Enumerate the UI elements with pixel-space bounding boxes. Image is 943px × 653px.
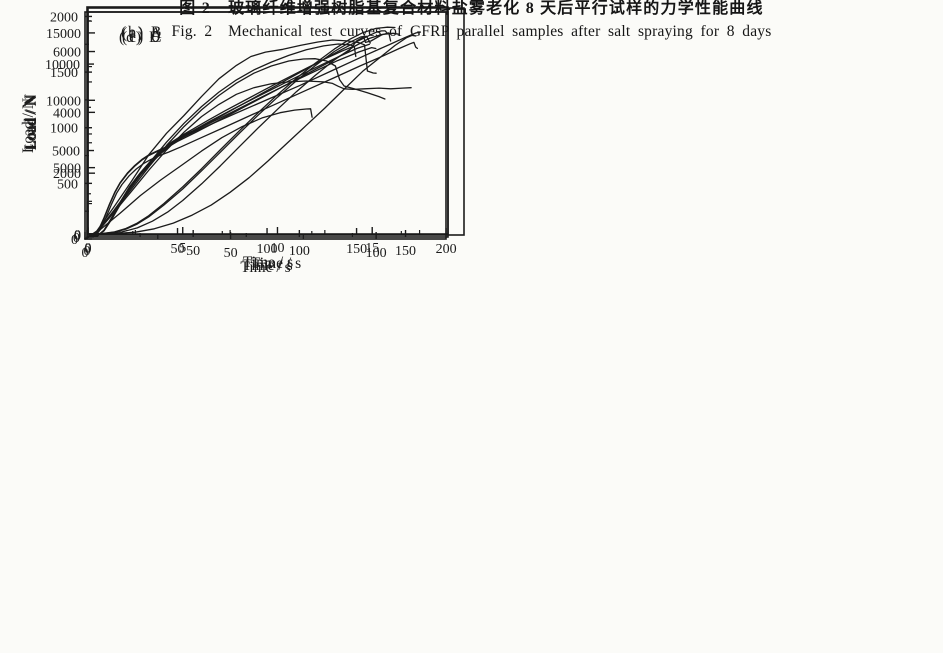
y-tick-label: 5000 [53, 162, 81, 177]
x-tick-label: 100 [289, 244, 310, 259]
y-tick-label: 0 [74, 229, 81, 244]
x-tick-label: 10 [270, 241, 284, 256]
curve-specimen-4 [87, 34, 417, 235]
caption-english: Fig. 2 Mechanical test curves of GFRP pa… [171, 23, 772, 41]
curve-specimen-3 [87, 32, 400, 235]
y-tick-label: 0 [74, 228, 81, 243]
x-axis-title: Time / s [240, 259, 290, 276]
x-axis-title: Time / s [251, 255, 301, 272]
y-tick-label: 0 [73, 231, 80, 246]
x-axis-title: Time / s [243, 254, 293, 271]
y-tick-label: 1500 [50, 66, 78, 81]
y-tick-label: 5000 [52, 145, 80, 160]
x-axis-title: Time / s [242, 257, 292, 274]
x-tick-label: 5 [179, 241, 186, 256]
y-tick-label: 4000 [53, 106, 81, 121]
x-tick-label: 100 [257, 242, 278, 257]
subplot-d-load-time-chart: 0 50 100 0 500 1000 1500 2000 Time / s Load / N (d… [0, 0, 472, 310]
y-tick-label: 2000 [50, 10, 78, 25]
curve-specimen-1 [84, 39, 377, 240]
subplot-b-load-time-chart: 0 50 100 150 0 5000 10000 Time / s Load / N (b) B [0, 0, 472, 280]
x-tick-label: 0 [85, 241, 92, 256]
x-tick-label: 100 [366, 246, 387, 261]
curve-specimen-4 [86, 31, 422, 238]
y-axis-title: Load / N [23, 94, 40, 149]
y-tick-label: 1000 [50, 122, 78, 137]
curve-specimen-4 [84, 80, 412, 240]
x-tick-label: 50 [171, 242, 185, 257]
subplot-a-load-time-chart: 0 50 100 150 200 0 5000 10000 15000 Time / s Load … [0, 0, 471, 280]
y-tick-label: 10000 [45, 58, 80, 73]
y-tick-label: 15000 [46, 27, 81, 42]
x-tick-label: 15 [365, 241, 379, 256]
y-axis-title: Load / N [23, 95, 40, 150]
figure-caption: 图 2 玻璃纤维增强树脂基复合材料盐雾老化 8 天后平行试样的力学性能曲线 Fi… [0, 0, 943, 41]
curve-specimen-3 [87, 41, 419, 236]
x-tick-label: 150 [346, 242, 367, 257]
y-tick-label: 2000 [53, 167, 81, 182]
panel-label: (c) C [122, 29, 163, 46]
curve-specimen-2 [87, 32, 392, 236]
panel-label: (a) A [122, 25, 163, 42]
x-tick-label: 0 [82, 246, 89, 261]
subplot-c-load-time-chart: 0 5 10 15 0 2000 4000 6000 Time / s Load / N (c) C [0, 0, 471, 310]
x-tick-label: 150 [395, 244, 416, 259]
x-tick-label: 0 [85, 242, 92, 257]
x-tick-label: 50 [186, 244, 200, 259]
x-tick-label: 50 [224, 246, 238, 261]
y-tick-label: 500 [57, 177, 78, 192]
curve-specimen-5 [84, 108, 313, 240]
curve-specimen-2 [84, 43, 357, 240]
x-tick-label: 0 [84, 244, 91, 259]
x-tick-label: 200 [436, 242, 457, 257]
y-tick-label: 0 [71, 233, 78, 248]
axis-box [84, 11, 447, 240]
y-axis-title: Load / N [20, 98, 37, 153]
y-tick-label: 6000 [53, 46, 81, 61]
curve-specimen-2 [87, 35, 371, 235]
caption-chinese: 图 2 玻璃纤维增强树脂基复合材料盐雾老化 8 天后平行试样的力学性能曲线 [179, 0, 764, 17]
panel-label: (b) B [121, 24, 163, 41]
curve-specimen-3 [84, 58, 386, 240]
y-axis-title: Load / N [22, 94, 39, 149]
panel-label: (d) D [119, 29, 162, 46]
y-tick-label: 10000 [46, 94, 81, 109]
